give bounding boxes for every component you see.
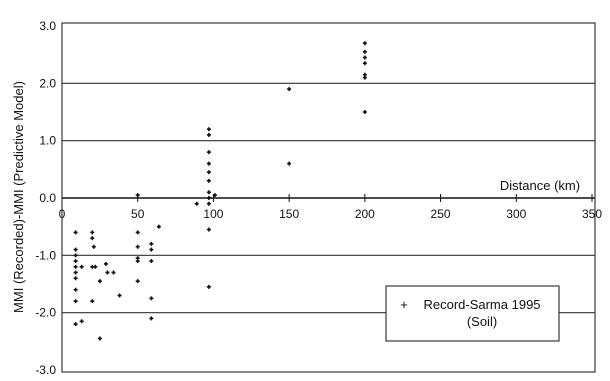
data-point	[149, 259, 154, 264]
legend: + Record-Sarma 1995 (Soil)	[385, 285, 560, 342]
data-point	[149, 247, 154, 252]
data-point	[90, 236, 95, 241]
data-point	[79, 264, 84, 269]
data-point	[206, 132, 211, 137]
legend-sublabel: (Soil)	[467, 314, 497, 329]
y-axis-label: MMI (Recorded)-MMI (Predictive Model)	[11, 81, 26, 313]
y-tick-label: 1.0	[39, 134, 56, 148]
data-point	[73, 253, 78, 258]
data-point	[103, 261, 108, 266]
legend-box	[385, 285, 560, 342]
data-point	[135, 259, 140, 264]
data-point	[206, 150, 211, 155]
data-point	[149, 296, 154, 301]
data-point	[91, 244, 96, 249]
data-point	[206, 178, 211, 183]
data-point	[212, 193, 217, 198]
data-point	[362, 75, 367, 80]
data-point	[194, 201, 199, 206]
data-point	[287, 161, 292, 166]
y-axis-tick-labels: 3.0 2.0 1.0 0.0 -1.0 -2.0 -3.0	[35, 19, 56, 377]
x-tick-label: 150	[279, 207, 299, 221]
data-point	[206, 227, 211, 232]
data-point	[135, 244, 140, 249]
data-point	[362, 61, 367, 66]
x-tick-label: 0	[59, 207, 66, 221]
data-point	[206, 170, 211, 175]
data-point	[362, 49, 367, 54]
data-point	[97, 336, 102, 341]
data-point	[206, 161, 211, 166]
data-point	[149, 316, 154, 321]
x-axis-label: Distance (km)	[500, 178, 580, 193]
data-point	[73, 322, 78, 327]
y-tick-label: 3.0	[39, 19, 56, 33]
data-point	[90, 299, 95, 304]
x-tick-label: 300	[506, 207, 526, 221]
y-tick-label: 0.0	[39, 191, 56, 205]
x-tick-label: 100	[203, 207, 223, 221]
data-point	[206, 284, 211, 289]
data-point	[111, 270, 116, 275]
data-point	[93, 264, 98, 269]
data-point	[79, 319, 84, 324]
x-tick-label: 350	[582, 207, 602, 221]
data-point	[73, 247, 78, 252]
data-point	[135, 193, 140, 198]
data-point	[135, 230, 140, 235]
data-point	[206, 127, 211, 132]
data-point	[206, 190, 211, 195]
data-point	[73, 287, 78, 292]
x-tick-label: 200	[355, 207, 375, 221]
data-point	[105, 270, 110, 275]
x-axis-tick-labels: 0 50 100 150 200 250 300 350	[59, 207, 603, 221]
data-point	[206, 196, 211, 200]
y-tick-label: -1.0	[35, 248, 56, 262]
data-point	[73, 259, 78, 264]
y-tick-label: -3.0	[35, 363, 56, 376]
data-point	[135, 279, 140, 284]
data-point	[73, 299, 78, 304]
data-points	[73, 41, 367, 341]
data-point	[73, 270, 78, 275]
data-point	[90, 230, 95, 235]
data-point	[362, 55, 367, 60]
legend-marker: +	[400, 297, 408, 312]
x-tick-label: 50	[131, 207, 145, 221]
data-point	[362, 41, 367, 46]
y-tick-label: 2.0	[39, 76, 56, 90]
data-point	[287, 87, 292, 92]
x-axis	[61, 194, 595, 202]
data-point	[73, 230, 78, 235]
x-tick-label: 250	[431, 207, 451, 221]
legend-label: Record-Sarma 1995	[423, 297, 540, 312]
data-point	[73, 276, 78, 281]
data-point	[73, 264, 78, 269]
data-point	[206, 201, 211, 206]
data-point	[117, 293, 122, 298]
data-point	[156, 224, 161, 229]
y-tick-label: -2.0	[35, 306, 56, 320]
data-point	[362, 110, 367, 114]
data-point	[149, 241, 154, 246]
data-point	[97, 279, 102, 284]
